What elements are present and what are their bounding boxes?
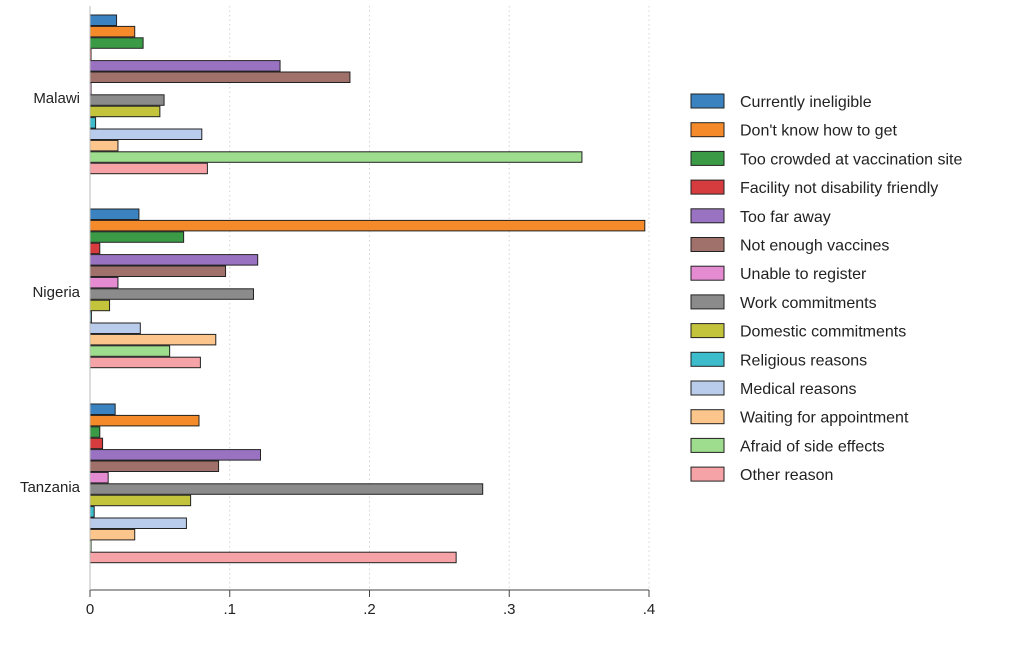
legend-swatch — [690, 437, 725, 453]
bar-tanzania-5 — [89, 460, 220, 472]
legend-swatch — [690, 323, 725, 339]
category-label: Nigeria — [32, 284, 80, 301]
bar-nigeria-5 — [89, 265, 227, 277]
legend-label: Don't know how to get — [740, 123, 897, 140]
bar-tanzania-9 — [89, 506, 95, 518]
bar-malawi-4 — [89, 60, 281, 72]
legend-swatch — [690, 265, 725, 281]
legend-label: Work commitments — [740, 295, 877, 312]
bar-tanzania-2 — [89, 426, 101, 438]
legend-label: Medical reasons — [740, 381, 857, 398]
category-labels: Malawi Nigeria Tanzania — [20, 90, 81, 496]
legend-item: Too far away — [690, 208, 831, 226]
bar-nigeria-8 — [89, 299, 111, 312]
x-tick-label: .2 — [363, 601, 376, 618]
legend-swatch — [690, 93, 725, 109]
bar-nigeria-7 — [89, 288, 255, 300]
bar-malawi-2 — [89, 37, 144, 49]
bar-tanzania-11 — [89, 528, 136, 541]
legend-label: Waiting for appointment — [740, 410, 909, 427]
x-tick-label: .1 — [223, 601, 236, 618]
bar-nigeria-2 — [89, 231, 185, 243]
legend-swatch — [690, 466, 725, 482]
legend-item: Waiting for appointment — [690, 409, 909, 427]
bar-malawi-10 — [89, 128, 203, 140]
bar-malawi-12 — [89, 151, 583, 163]
bar-malawi-1 — [89, 25, 136, 38]
gridlines — [229, 6, 650, 590]
legend-label: Too far away — [740, 209, 831, 226]
legend-swatch — [690, 208, 725, 224]
legend-item: Facility not disability friendly — [690, 179, 938, 197]
legend-item: Don't know how to get — [690, 122, 897, 140]
bar-nigeria-0 — [89, 208, 140, 220]
legend-item: Afraid of side effects — [690, 437, 885, 455]
legend-item: Medical reasons — [690, 380, 857, 398]
legend-swatch — [690, 237, 725, 252]
legend-label: Currently ineligible — [740, 94, 872, 111]
bars — [89, 14, 646, 564]
bar-nigeria-6 — [89, 276, 119, 289]
legend-item: Too crowded at vaccination site — [690, 150, 962, 168]
bar-group-nigeria — [89, 208, 646, 369]
bar-nigeria-4 — [89, 254, 259, 266]
legend-item: Unable to register — [690, 265, 867, 283]
bar-group-tanzania — [89, 403, 484, 564]
legend-label: Unable to register — [740, 266, 867, 283]
bar-tanzania-13 — [89, 551, 457, 564]
legend-label: Domestic commitments — [740, 324, 906, 341]
legend-item: Currently ineligible — [690, 93, 872, 111]
bar-malawi-9 — [89, 117, 97, 129]
bar-malawi-7 — [89, 94, 165, 106]
x-tick-label: .4 — [643, 601, 656, 618]
bar-malawi-11 — [89, 139, 119, 152]
bar-malawi-5 — [89, 71, 351, 83]
legend-swatch — [690, 380, 725, 396]
bar-tanzania-3 — [89, 437, 104, 450]
bar-tanzania-6 — [89, 471, 109, 484]
bar-group-malawi — [89, 14, 583, 175]
x-tick-label: 0 — [86, 601, 94, 618]
bar-malawi-13 — [89, 162, 208, 175]
bar-nigeria-10 — [89, 322, 141, 334]
bar-tanzania-7 — [89, 483, 484, 495]
bar-malawi-0 — [89, 14, 118, 26]
legend-swatch — [690, 294, 725, 310]
legend-label: Other reason — [740, 467, 833, 484]
bar-tanzania-4 — [89, 449, 261, 461]
legend-item: Work commitments — [690, 294, 877, 312]
bar-nigeria-13 — [89, 356, 201, 369]
legend-label: Religious reasons — [740, 352, 867, 369]
legend-swatch — [690, 351, 725, 367]
bar-tanzania-8 — [89, 494, 192, 507]
bar-nigeria-3 — [89, 242, 101, 255]
legend-item: Domestic commitments — [690, 323, 906, 341]
legend-label: Facility not disability friendly — [740, 180, 938, 197]
bar-tanzania-0 — [89, 403, 116, 415]
bar-tanzania-1 — [89, 414, 200, 427]
legend-item: Other reason — [690, 466, 833, 484]
x-tick-label: .3 — [503, 601, 516, 618]
bar-malawi-8 — [89, 105, 161, 118]
legend-swatch — [690, 409, 725, 425]
x-axis: 0 .1 .2 .3 .4 — [86, 6, 655, 618]
category-label: Malawi — [33, 90, 80, 107]
legend-item: Religious reasons — [690, 351, 867, 369]
legend-swatch — [690, 150, 725, 166]
legend-label: Too crowded at vaccination site — [740, 151, 962, 168]
legend-swatch — [690, 179, 725, 195]
bar-nigeria-1 — [89, 219, 646, 232]
legend-item: Not enough vaccines — [690, 237, 889, 255]
legend-label: Afraid of side effects — [740, 438, 885, 455]
legend-label: Not enough vaccines — [740, 238, 889, 255]
bar-tanzania-10 — [89, 517, 187, 529]
bar-nigeria-11 — [89, 333, 217, 346]
legend-swatch — [690, 122, 725, 138]
bar-nigeria-12 — [89, 345, 171, 357]
legend: Currently ineligible Don't know how to ge… — [690, 93, 962, 484]
category-label: Tanzania — [20, 479, 81, 496]
